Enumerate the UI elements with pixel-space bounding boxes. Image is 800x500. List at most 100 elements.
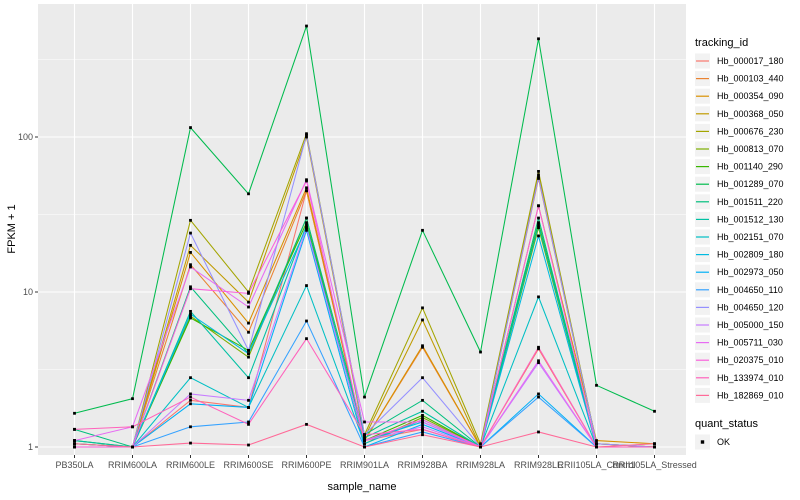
data-point bbox=[537, 395, 540, 399]
data-point bbox=[537, 221, 540, 225]
data-point bbox=[421, 430, 424, 434]
legend-title-tracking-id: tracking_id bbox=[695, 37, 748, 49]
legend-item-label: Hb_000103_440 bbox=[717, 74, 784, 84]
data-point bbox=[305, 133, 308, 137]
data-point bbox=[189, 312, 192, 316]
data-point bbox=[189, 263, 192, 267]
x-tick-label: RRII105LA_Stressed bbox=[612, 460, 697, 470]
data-point bbox=[247, 291, 250, 295]
data-point bbox=[189, 285, 192, 289]
data-point bbox=[189, 316, 192, 320]
x-tick-label: RRIM600LA bbox=[108, 460, 157, 470]
data-point bbox=[189, 251, 192, 254]
x-tick-label: RRIM928BA bbox=[397, 460, 447, 470]
data-point bbox=[305, 216, 308, 220]
data-point bbox=[73, 442, 76, 446]
legend-item-label: Hb_000676_230 bbox=[717, 126, 784, 136]
data-point bbox=[537, 295, 540, 299]
legend-item-label: Hb_005711_030 bbox=[717, 338, 783, 348]
data-point bbox=[189, 392, 192, 396]
data-point bbox=[131, 397, 134, 401]
data-point bbox=[421, 345, 424, 349]
x-tick-label: RRIM928LA bbox=[456, 460, 505, 470]
data-point bbox=[363, 442, 366, 446]
data-point bbox=[305, 337, 308, 341]
legend-item-label: Hb_000017_180 bbox=[717, 56, 784, 66]
legend-item-label: OK bbox=[717, 437, 730, 447]
legend-item-label: Hb_182869_010 bbox=[717, 390, 784, 400]
y-tick-label: 100 bbox=[18, 132, 33, 142]
data-point bbox=[305, 223, 308, 227]
legend-item-label: Hb_002151_070 bbox=[717, 232, 784, 242]
data-point bbox=[189, 126, 192, 129]
x-tick-label: RRIM600PE bbox=[281, 460, 331, 470]
data-point bbox=[537, 169, 540, 173]
x-tick-label: RRIM600LE bbox=[166, 460, 215, 470]
legend-item-label: Hb_001512_130 bbox=[717, 214, 784, 224]
data-point bbox=[421, 376, 424, 380]
data-point bbox=[305, 226, 308, 230]
data-point bbox=[189, 218, 192, 222]
data-point bbox=[305, 284, 308, 287]
data-point bbox=[363, 445, 366, 449]
x-axis-title: sample_name bbox=[327, 481, 396, 493]
data-point bbox=[537, 37, 540, 41]
data-point bbox=[537, 223, 540, 227]
data-point bbox=[247, 422, 250, 426]
data-point bbox=[421, 422, 424, 426]
data-point bbox=[421, 427, 424, 431]
legend-item-label: Hb_001511_220 bbox=[717, 197, 783, 207]
data-point bbox=[537, 359, 540, 363]
data-point bbox=[421, 416, 424, 419]
data-point bbox=[247, 330, 250, 334]
data-point bbox=[537, 226, 540, 230]
data-point bbox=[537, 173, 540, 177]
x-tick-label: RRIM928LE bbox=[514, 460, 563, 470]
data-point bbox=[537, 347, 540, 351]
data-point bbox=[537, 430, 540, 434]
y-tick-label: 10 bbox=[23, 287, 33, 297]
data-point bbox=[421, 409, 424, 413]
legend-item-label: Hb_001140_290 bbox=[717, 162, 783, 172]
data-point bbox=[247, 355, 250, 359]
legend-title-quant-status: quant_status bbox=[695, 418, 758, 430]
data-point bbox=[305, 189, 308, 193]
data-point bbox=[421, 318, 424, 322]
data-point bbox=[73, 427, 76, 431]
legend-key-point bbox=[700, 440, 705, 444]
data-point bbox=[305, 179, 308, 183]
data-point bbox=[363, 420, 366, 424]
data-point bbox=[189, 231, 192, 235]
data-point bbox=[247, 443, 250, 447]
data-point bbox=[247, 305, 250, 309]
legend: tracking_id Hb_000017_180 Hb_000103_440 Hb_… bbox=[695, 37, 784, 450]
data-point bbox=[421, 306, 424, 310]
data-point bbox=[247, 398, 250, 402]
x-tick-label: PB350LA bbox=[55, 460, 93, 470]
legend-item-label: Hb_002973_050 bbox=[717, 267, 784, 277]
data-point bbox=[305, 228, 308, 232]
legend-item-label: Hb_000368_050 bbox=[717, 109, 784, 119]
data-point bbox=[189, 441, 192, 445]
data-point bbox=[421, 398, 424, 402]
data-point bbox=[131, 445, 134, 449]
data-point bbox=[537, 204, 540, 208]
data-point bbox=[247, 406, 250, 409]
data-point bbox=[189, 402, 192, 406]
data-point bbox=[247, 300, 250, 304]
data-point bbox=[131, 425, 134, 429]
data-point bbox=[595, 442, 598, 446]
y-axis-title: FPKM + 1 bbox=[6, 204, 18, 253]
data-point bbox=[421, 413, 424, 417]
x-tick-label: RRIM901LA bbox=[340, 460, 389, 470]
data-point bbox=[537, 392, 540, 396]
data-point bbox=[305, 24, 308, 28]
data-point bbox=[537, 175, 540, 179]
axes: 1 10 100 PB350LA RRIM600LA RRIM600LE RRIM600SE… bbox=[18, 132, 697, 470]
data-point bbox=[189, 398, 192, 402]
data-point bbox=[421, 418, 424, 422]
data-point bbox=[247, 348, 250, 352]
data-point bbox=[479, 350, 482, 354]
legend-item-label: Hb_020375_010 bbox=[717, 355, 784, 365]
